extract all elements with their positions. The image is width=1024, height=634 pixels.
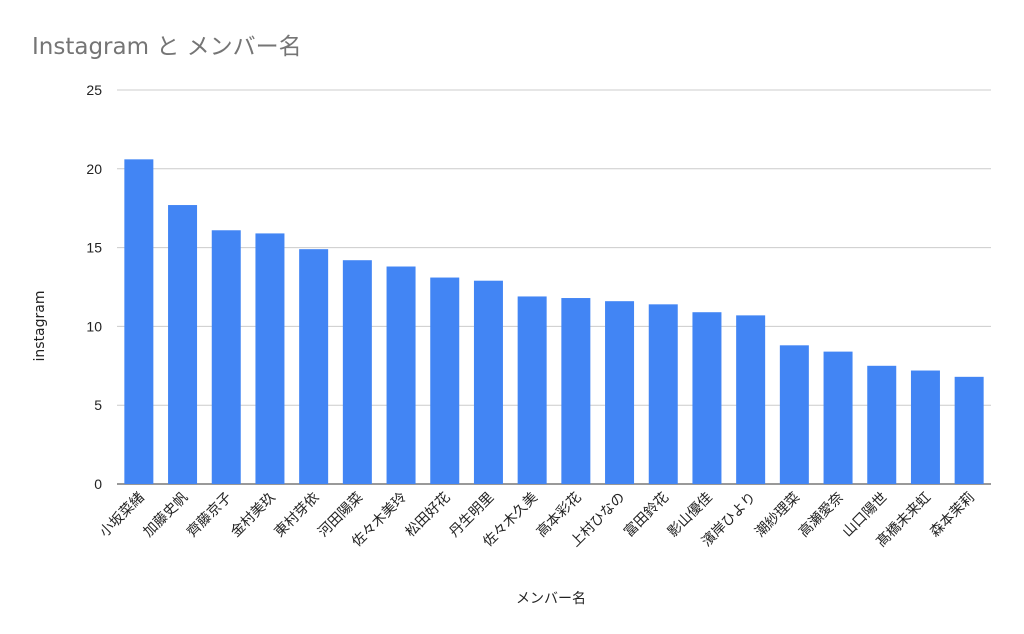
bar [823,351,853,484]
y-tick-label: 25 [86,82,102,98]
bar [168,205,198,484]
y-tick-label: 0 [94,476,102,492]
y-axis-ticks: 0 5 10 15 20 25 [86,82,102,492]
y-tick-label: 15 [86,240,102,256]
bar [255,233,285,484]
x-category-label: 小坂菜緒 [97,490,148,541]
bar [561,298,591,484]
x-axis-categories: 小坂菜緒加藤史帆齊藤京子金村美玖東村芽依河田陽菜佐々木美玲松田好花丹生明里佐々木… [97,489,978,551]
x-axis-title: メンバー名 [516,591,586,607]
gridlines [117,89,991,485]
bar [605,301,635,484]
x-category-label: 齊藤京子 [183,489,235,541]
bar [648,304,678,484]
x-category-label: 松田好花 [403,490,454,541]
bar [517,296,547,484]
x-category-label: 東村芽依 [272,490,323,541]
y-axis-title: instagram [32,291,48,362]
bar [386,266,416,484]
x-category-label: 森本茉莉 [926,489,978,541]
x-category-label: 富田鈴花 [620,489,672,541]
x-category-label: 潮紗理菜 [752,490,803,541]
bar [736,315,766,484]
y-tick-label: 5 [94,397,102,413]
bar [954,376,984,484]
bar [867,365,897,484]
x-category-label: 加藤史帆 [140,490,191,541]
bar [473,280,503,484]
y-tick-label: 20 [86,161,102,177]
y-tick-label: 10 [86,318,102,334]
bar [342,260,372,484]
chart-title: Instagram と メンバー名 [32,34,302,60]
bar [779,345,809,484]
bars [124,159,984,484]
bar [211,230,241,484]
bar [910,370,940,484]
bar [430,277,460,484]
x-category-label: 高瀬愛奈 [795,489,847,541]
bar [124,159,154,484]
bar [692,312,722,484]
bar [299,249,329,484]
x-category-label: 金村美玖 [228,490,279,541]
